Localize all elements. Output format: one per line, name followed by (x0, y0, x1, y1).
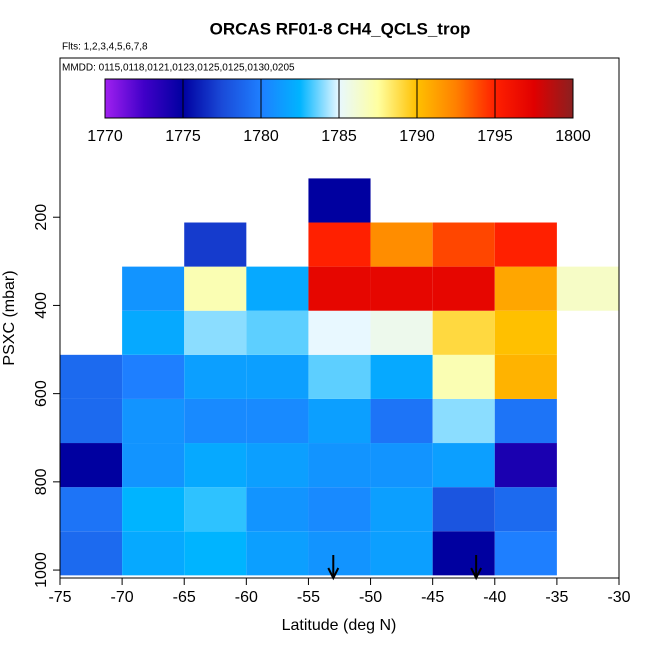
heat-cell (184, 266, 247, 311)
heat-cell (308, 531, 371, 576)
heat-cell (432, 443, 495, 488)
heat-cell (184, 531, 247, 576)
y-tick-label: 600 (33, 380, 50, 407)
heat-cell (494, 310, 557, 355)
heat-cell (370, 354, 433, 399)
heat-cell (370, 266, 433, 311)
heat-cell (432, 487, 495, 532)
heat-cell (122, 310, 185, 355)
heat-cell (60, 398, 123, 444)
x-tick-label: -70 (111, 589, 134, 606)
heat-cell (308, 310, 371, 355)
heat-cell (246, 443, 309, 488)
heat-cell (494, 266, 557, 311)
heat-cell (494, 443, 557, 488)
heat-cell (494, 354, 557, 399)
y-tick-label: 400 (33, 292, 50, 319)
heat-cell (122, 487, 185, 532)
arrow-head (470, 567, 483, 581)
heat-cell (60, 443, 123, 488)
heat-cell (432, 531, 495, 576)
x-tick-label: -45 (421, 589, 444, 606)
heat-cell (308, 398, 371, 444)
x-tick-label: -35 (545, 589, 568, 606)
colorbar-tick-label: 1795 (477, 128, 513, 145)
arrow-head (327, 567, 340, 581)
colorbar-tick-label: 1790 (399, 128, 435, 145)
heat-cell (122, 531, 185, 576)
y-axis-label: PSXC (mbar) (1, 270, 18, 365)
x-tick-label: -55 (297, 589, 320, 606)
colorbar-tick-label: 1770 (87, 128, 123, 145)
heat-cell (60, 354, 123, 399)
heat-cell (432, 354, 495, 399)
heat-cell (308, 354, 371, 399)
heat-cell (494, 398, 557, 444)
heat-cell (370, 443, 433, 488)
heat-cell (308, 443, 371, 488)
heat-cell (184, 354, 247, 399)
y-tick-label: 1000 (33, 552, 50, 588)
heat-cell (60, 531, 123, 576)
colorbar-tick-label: 1785 (321, 128, 357, 145)
heat-cell (308, 266, 371, 311)
heat-cell (432, 310, 495, 355)
plot-frame (59, 57, 620, 579)
colorbar-tick-label: 1800 (555, 128, 591, 145)
x-tick-label: -65 (173, 589, 196, 606)
heat-cell (494, 487, 557, 532)
y-tick-label: 800 (33, 468, 50, 495)
heat-cell (432, 266, 495, 311)
heat-cell (246, 354, 309, 399)
heat-cell (370, 310, 433, 355)
heat-cell (246, 487, 309, 532)
heat-cell (122, 266, 185, 311)
heat-cell (184, 443, 247, 488)
colorbar-tick-label: 1775 (165, 128, 201, 145)
heat-cell (370, 222, 433, 267)
heat-cell (494, 531, 557, 576)
heat-cell (308, 487, 371, 532)
heat-cell (432, 222, 495, 267)
heat-cell (308, 178, 371, 223)
x-tick-label: -40 (483, 589, 506, 606)
heat-cell (308, 222, 371, 267)
heat-cell (184, 222, 247, 267)
heat-cell (556, 266, 619, 311)
x-tick-label: -75 (48, 589, 71, 606)
heat-cell (370, 398, 433, 444)
heat-cell (122, 443, 185, 488)
x-tick-label: -30 (607, 589, 630, 606)
colorbar-tick-label: 1780 (243, 128, 279, 145)
y-tick-label: 200 (33, 204, 50, 231)
heat-cell (246, 266, 309, 311)
x-axis-label: Latitude (deg N) (282, 617, 397, 634)
annotation: MMDD: 0115,0118,0121,0123,0125,0125,0130… (62, 63, 295, 74)
x-tick-label: -50 (359, 589, 382, 606)
heat-cell (122, 354, 185, 399)
x-tick-label: -60 (235, 589, 258, 606)
heat-cell (184, 487, 247, 532)
heat-cell (184, 310, 247, 355)
chart-title: ORCAS RF01-8 CH4_QCLS_trop (210, 19, 471, 38)
heat-cell (246, 398, 309, 444)
heat-cell (122, 398, 185, 444)
heat-cell (370, 487, 433, 532)
heat-cell (494, 222, 557, 267)
subtitle: Flts: 1,2,3,4,5,6,7,8 (62, 42, 148, 53)
heat-cell (370, 531, 433, 576)
heat-cell (246, 310, 309, 355)
heat-cell (246, 531, 309, 576)
heat-cell (184, 398, 247, 444)
heat-cell (432, 398, 495, 444)
heat-cell (60, 487, 123, 532)
